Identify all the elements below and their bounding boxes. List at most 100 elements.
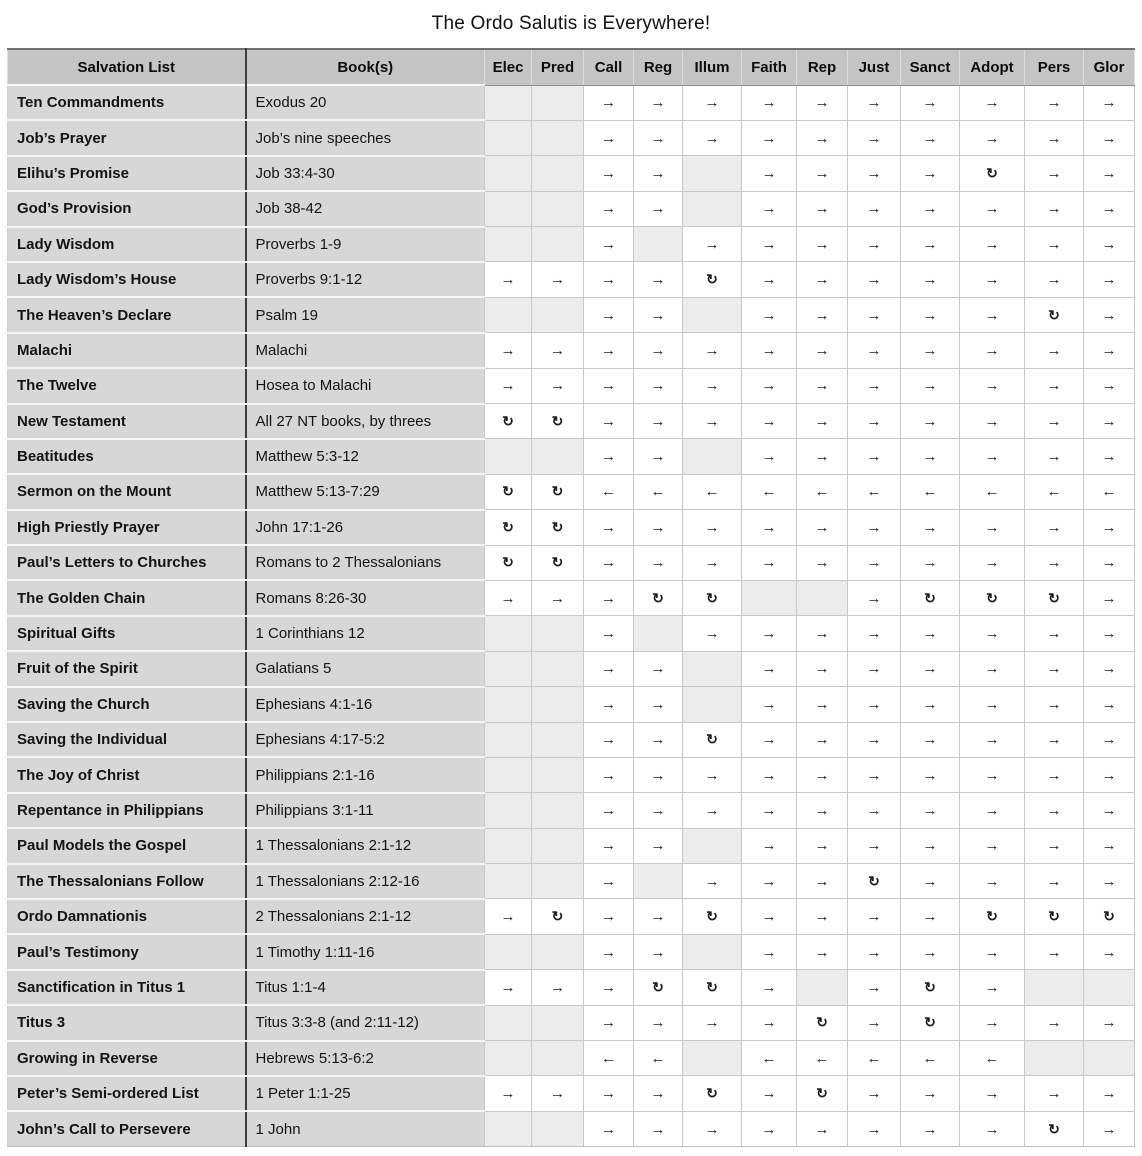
cell-pers-arrow-icon: → <box>1024 261 1084 298</box>
books-label: 2 Thessalonians 2:1-12 <box>245 897 485 936</box>
cell-call-arrow-icon: → <box>583 1110 634 1148</box>
cell-adopt-arrow-icon: → <box>959 615 1025 652</box>
books-label: Job 38-42 <box>245 190 485 228</box>
cell-illum-loop-icon: ↻ <box>682 721 742 758</box>
cell-call-arrow-icon: → <box>583 721 634 758</box>
cell-reg-empty <box>633 226 683 263</box>
cell-illum-loop-icon: ↻ <box>682 969 742 1006</box>
cell-pred-empty <box>531 84 584 121</box>
cell-just-arrow-icon: → <box>847 686 901 723</box>
cell-elec-loop-icon: ↻ <box>484 509 532 546</box>
table-row: Sanctification in Titus 1 Titus 1:1-4 → → → ↻… <box>7 968 1135 1007</box>
cell-sanct-arrow-icon: → <box>900 933 960 971</box>
cell-call-arrow-icon: → <box>583 155 634 192</box>
books-label: All 27 NT books, by threes <box>245 402 485 440</box>
cell-faith-arrow-icon: → <box>741 686 797 723</box>
cell-rep-arrow-icon: → <box>796 84 848 121</box>
cell-rep-arrow-icon: → <box>796 544 848 581</box>
table-row: The Thessalonians Follow 1 Thessalonians … <box>7 862 1135 900</box>
cell-elec-empty <box>484 84 532 121</box>
cell-just-arrow-icon: → <box>847 579 901 617</box>
salvation-list-label: High Priestly Prayer <box>7 508 247 547</box>
salvation-list-label: Paul’s Testimony <box>7 933 247 971</box>
cell-just-arrow-icon: → <box>847 296 901 334</box>
cell-illum-arrow-icon: → <box>682 84 742 121</box>
cell-just-arrow-icon: → <box>847 84 901 121</box>
cell-call-arrow-icon: → <box>583 509 634 546</box>
cell-sanct-arrow-icon: → <box>900 792 960 829</box>
cell-elec-empty <box>484 296 532 334</box>
cell-pers-arrow-icon: → <box>1024 1004 1084 1042</box>
cell-just-arrow-icon: → <box>847 403 901 440</box>
column-header-call: Call <box>583 48 634 86</box>
cell-glor-arrow-icon: → <box>1083 686 1135 723</box>
cell-illum-empty <box>682 296 742 334</box>
cell-glor-arrow-icon: → <box>1083 1075 1135 1112</box>
cell-call-arrow-icon: → <box>583 615 634 652</box>
cell-faith-arrow-icon: → <box>741 544 797 581</box>
cell-reg-arrow-icon: → <box>633 933 683 971</box>
cell-reg-empty <box>633 615 683 652</box>
books-label: 1 Thessalonians 2:12-16 <box>245 862 485 900</box>
cell-rep-arrow-icon: → <box>796 367 848 405</box>
cell-reg-arrow-icon: → <box>633 1110 683 1148</box>
table-row: Lady Wisdom Proverbs 1-9 → → → → → → → → → <box>7 225 1135 263</box>
cell-elec-empty <box>484 1040 532 1077</box>
cell-faith-arrow-icon: → <box>741 226 797 263</box>
cell-glor-arrow-icon: → <box>1083 403 1135 440</box>
cell-faith-arrow-icon: → <box>741 403 797 440</box>
cell-sanct-arrow-icon: → <box>900 226 960 263</box>
cell-elec-empty <box>484 756 532 794</box>
cell-faith-back-arrow-icon: ← <box>741 473 797 511</box>
table-body: Ten Commandments Exodus 20 → → → → → → → → → → Job’s… <box>7 83 1135 1148</box>
cell-elec-empty <box>484 1004 532 1042</box>
cell-rep-arrow-icon: → <box>796 509 848 546</box>
cell-faith-arrow-icon: → <box>741 155 797 192</box>
cell-faith-arrow-icon: → <box>741 438 797 475</box>
cell-just-back-arrow-icon: ← <box>847 473 901 511</box>
table-row: The Heaven’s Declare Psalm 19 → → → → → → → ↻ → <box>7 296 1135 334</box>
cell-adopt-arrow-icon: → <box>959 119 1025 157</box>
cell-illum-empty <box>682 155 742 192</box>
books-label: Titus 1:1-4 <box>245 968 485 1007</box>
cell-pred-empty <box>531 721 584 758</box>
cell-pred-empty <box>531 863 584 900</box>
salvation-list-label: Saving the Individual <box>7 721 247 759</box>
cell-pers-empty <box>1024 1040 1084 1077</box>
cell-reg-arrow-icon: → <box>633 296 683 334</box>
table-row: Ordo Damnationis 2 Thessalonians 2:1-12 → ↻… <box>7 897 1135 936</box>
cell-glor-arrow-icon: → <box>1083 332 1135 369</box>
cell-call-arrow-icon: → <box>583 332 634 369</box>
cell-faith-arrow-icon: → <box>741 827 797 865</box>
cell-adopt-arrow-icon: → <box>959 1075 1025 1112</box>
cell-rep-arrow-icon: → <box>796 792 848 829</box>
cell-illum-arrow-icon: → <box>682 367 742 405</box>
books-label: 1 Corinthians 12 <box>245 614 485 653</box>
cell-adopt-arrow-icon: → <box>959 721 1025 758</box>
cell-sanct-arrow-icon: → <box>900 827 960 865</box>
books-label: Ephesians 4:17-5:2 <box>245 721 485 759</box>
cell-adopt-arrow-icon: → <box>959 933 1025 971</box>
salvation-list-label: Spiritual Gifts <box>7 614 247 653</box>
cell-elec-arrow-icon: → <box>484 898 532 935</box>
table-row: Paul’s Testimony 1 Timothy 1:11-16 → → → → → → →… <box>7 933 1135 971</box>
cell-pers-loop-icon: ↻ <box>1024 1110 1084 1148</box>
cell-just-arrow-icon: → <box>847 650 901 688</box>
salvation-list-label: Elihu’s Promise <box>7 154 247 193</box>
cell-faith-arrow-icon: → <box>741 1110 797 1148</box>
cell-faith-arrow-icon: → <box>741 367 797 405</box>
cell-faith-empty <box>741 579 797 617</box>
cell-call-arrow-icon: → <box>583 933 634 971</box>
cell-just-arrow-icon: → <box>847 792 901 829</box>
cell-call-back-arrow-icon: ← <box>583 473 634 511</box>
cell-pers-arrow-icon: → <box>1024 686 1084 723</box>
cell-illum-arrow-icon: → <box>682 226 742 263</box>
salvation-list-label: Ordo Damnationis <box>7 897 247 936</box>
cell-reg-arrow-icon: → <box>633 438 683 475</box>
cell-glor-arrow-icon: → <box>1083 438 1135 475</box>
books-label: Galatians 5 <box>245 650 485 688</box>
cell-adopt-loop-icon: ↻ <box>959 579 1025 617</box>
cell-call-arrow-icon: → <box>583 190 634 228</box>
books-label: 1 Peter 1:1-25 <box>245 1074 485 1113</box>
cell-faith-arrow-icon: → <box>741 1004 797 1042</box>
